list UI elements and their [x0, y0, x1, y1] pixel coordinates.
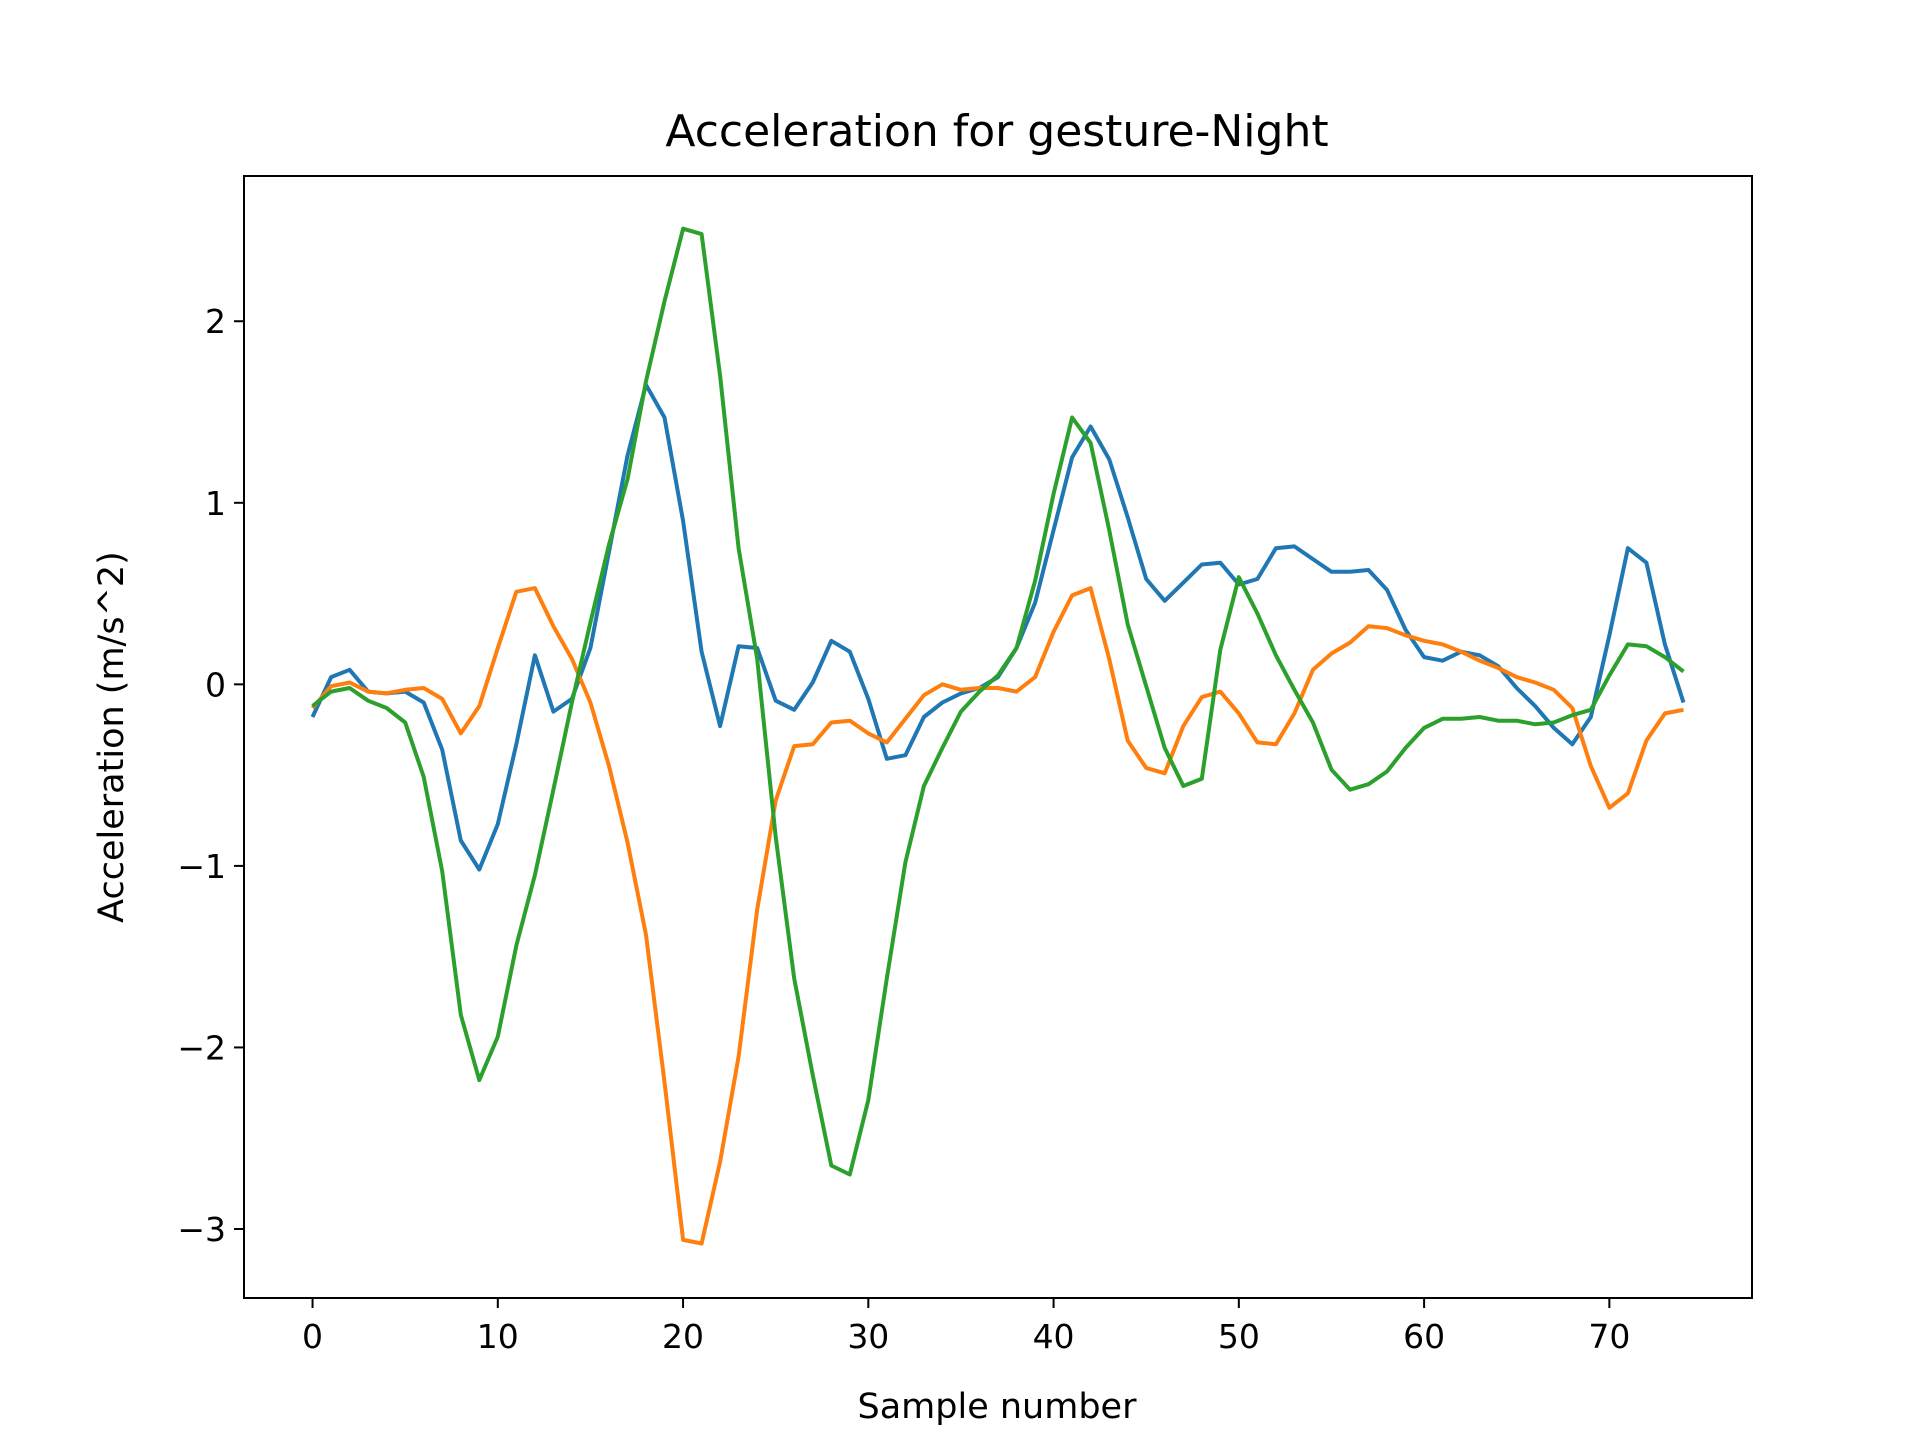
y-tick-label: −2 [177, 1028, 226, 1067]
x-tick-label: 0 [302, 1317, 323, 1356]
plot-frame [243, 175, 1753, 1299]
y-tick-label: 0 [205, 665, 226, 704]
y-axis-ticks: −3 −2 −1 0 1 2 [177, 302, 244, 1249]
x-tick-label: 20 [662, 1317, 704, 1356]
y-tick-label: 2 [205, 302, 226, 341]
series-line-2 [310, 586, 1684, 1246]
y-tick-label: 1 [205, 484, 226, 523]
y-tick-label: −1 [177, 847, 226, 886]
x-axis-ticks: 0 10 20 30 40 50 60 70 [302, 1298, 1630, 1356]
y-tick-label: −3 [177, 1210, 226, 1249]
x-tick-label: 10 [477, 1317, 519, 1356]
x-tick-label: 40 [1033, 1317, 1075, 1356]
chart-title: Acceleration for gesture-Night [665, 106, 1328, 157]
x-tick-label: 70 [1588, 1317, 1630, 1356]
series-line-3 [311, 226, 1685, 1177]
x-tick-label: 50 [1218, 1317, 1260, 1356]
series-lines [310, 226, 1686, 1246]
x-tick-label: 60 [1403, 1317, 1445, 1356]
x-axis-label: Sample number [858, 1387, 1138, 1427]
x-tick-label: 30 [847, 1317, 889, 1356]
y-axis-label: Acceleration (m/s^2) [92, 551, 132, 923]
